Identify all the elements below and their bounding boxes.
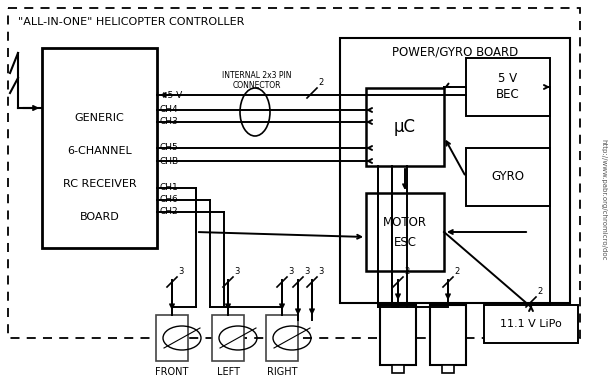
Text: FRONT: FRONT	[155, 367, 189, 377]
Bar	[430, 305, 466, 365]
Bar	[42, 48, 157, 248]
Text: +5 V: +5 V	[160, 90, 182, 100]
Text: RC RECEIVER: RC RECEIVER	[63, 179, 136, 189]
Text: 2: 2	[454, 267, 459, 276]
Bar	[466, 58, 550, 116]
Bar	[484, 305, 578, 343]
Text: 2: 2	[404, 267, 409, 276]
Text: CH5: CH5	[160, 144, 179, 153]
Text: 2: 2	[537, 287, 542, 296]
Text: 3: 3	[304, 267, 309, 276]
Bar	[266, 315, 298, 361]
Bar	[466, 148, 550, 206]
Text: 3: 3	[234, 267, 240, 276]
Text: GYRO: GYRO	[491, 170, 524, 184]
Text: μC: μC	[394, 118, 416, 136]
Text: GENERIC: GENERIC	[75, 113, 125, 123]
Text: POWER/GYRO BOARD: POWER/GYRO BOARD	[392, 46, 518, 58]
Text: 2: 2	[318, 78, 323, 87]
Bar	[442, 365, 454, 373]
Bar	[156, 315, 188, 361]
Text: BOARD: BOARD	[79, 212, 119, 222]
Bar	[212, 315, 244, 361]
Text: ESC: ESC	[393, 236, 417, 248]
Text: "ALL-IN-ONE" HELICOPTER CONTROLLER: "ALL-IN-ONE" HELICOPTER CONTROLLER	[18, 17, 244, 27]
Text: CONNECTOR: CONNECTOR	[233, 81, 281, 90]
Text: CH2: CH2	[160, 207, 178, 216]
Bar	[392, 365, 404, 373]
Text: CH6: CH6	[160, 196, 179, 204]
Bar	[8, 8, 580, 338]
Text: CH4: CH4	[160, 106, 178, 115]
Text: 3: 3	[178, 267, 183, 276]
Text: LEFT: LEFT	[216, 367, 240, 377]
Text: 3: 3	[288, 267, 293, 276]
Text: CHB: CHB	[160, 156, 179, 166]
Bar	[380, 305, 416, 365]
Text: INTERNAL 2x3 PIN: INTERNAL 2x3 PIN	[222, 71, 291, 80]
Text: RIGHT: RIGHT	[267, 367, 297, 377]
Text: BEC: BEC	[496, 89, 520, 101]
Text: 3: 3	[318, 267, 323, 276]
Text: MOTOR: MOTOR	[383, 216, 427, 228]
Text: 5 V: 5 V	[499, 72, 518, 86]
Text: http://www.pabr.org/chromicro/doc: http://www.pabr.org/chromicro/doc	[600, 139, 606, 261]
Bar	[366, 88, 444, 166]
Bar	[366, 193, 444, 271]
Text: 11.1 V LiPo: 11.1 V LiPo	[500, 319, 562, 329]
Bar	[340, 38, 570, 303]
Text: CH3: CH3	[160, 118, 179, 127]
Text: CH1: CH1	[160, 184, 179, 193]
Text: 6-CHANNEL: 6-CHANNEL	[67, 146, 132, 156]
